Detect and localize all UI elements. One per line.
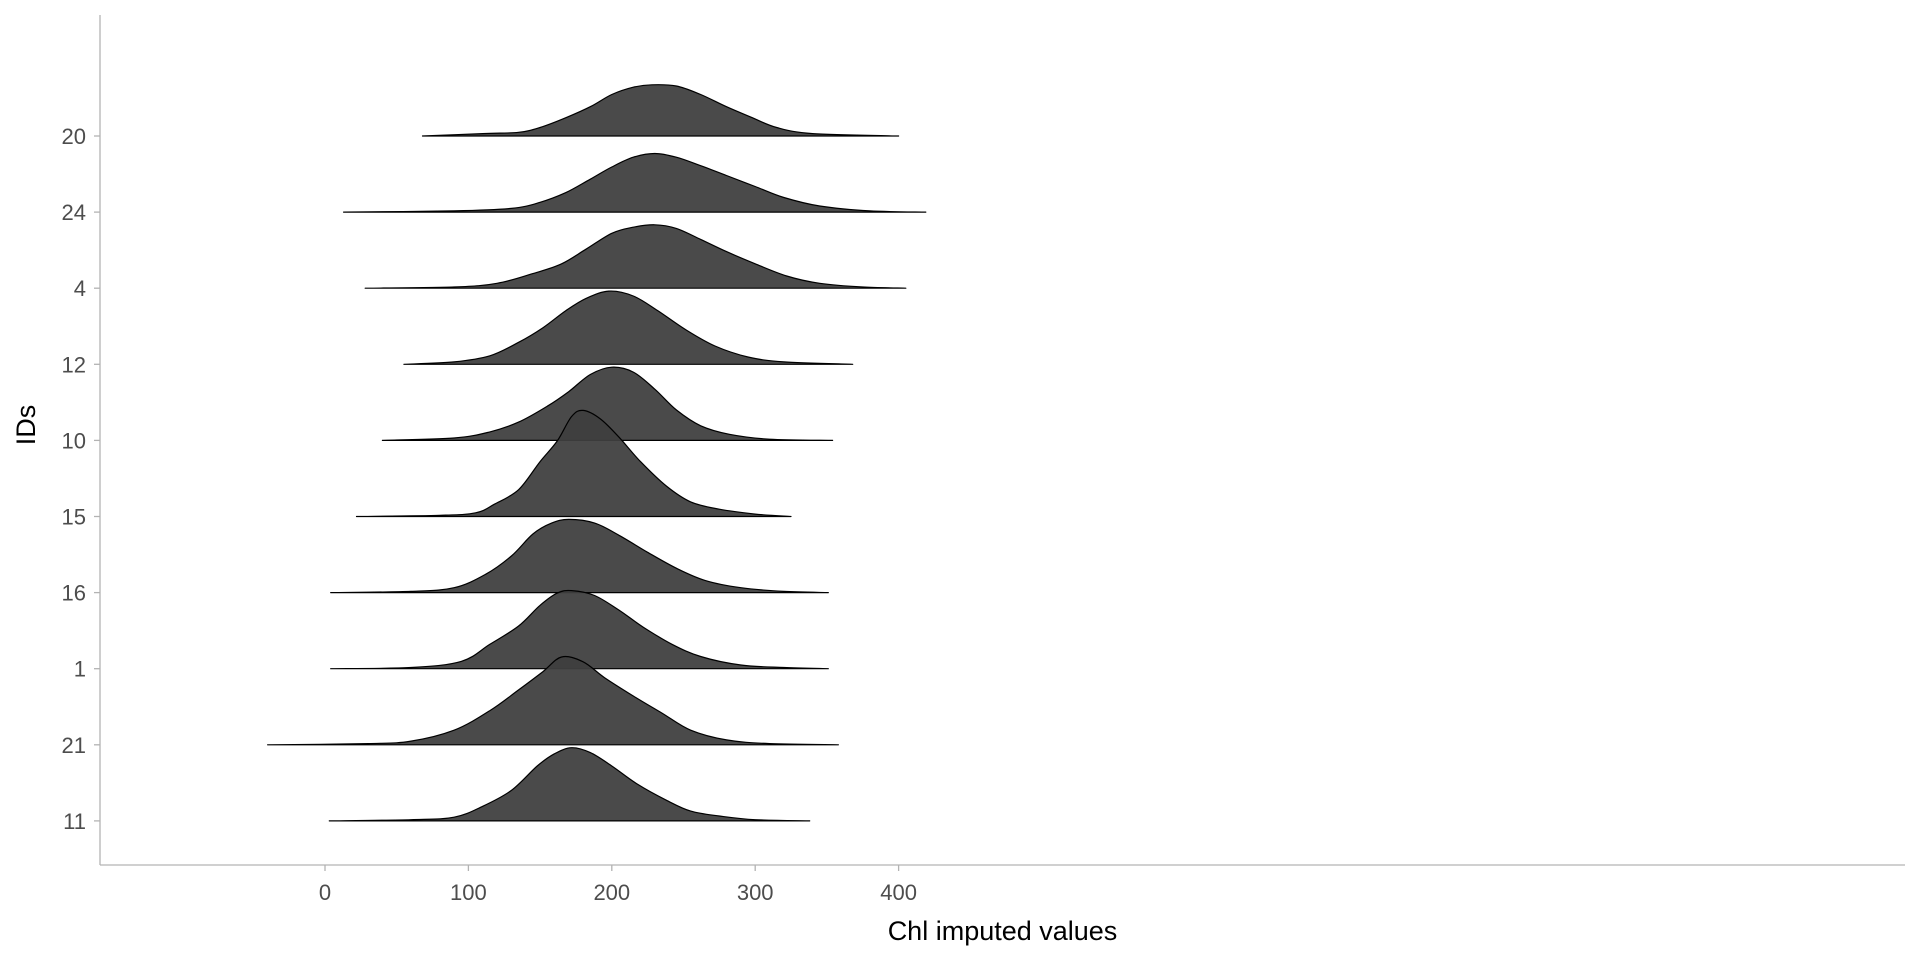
- ridge-1: [330, 589, 829, 670]
- y-tick-label-16: 16: [62, 581, 86, 606]
- y-tick-label-1: 1: [74, 657, 86, 682]
- ridge-24: [343, 152, 927, 213]
- y-tick-label-15: 15: [62, 505, 86, 530]
- ridge-12: [403, 290, 854, 365]
- ridge-21: [267, 655, 839, 746]
- y-axis-title: IDs: [11, 405, 41, 446]
- x-tick-label-0: 0: [319, 880, 331, 905]
- y-tick-label-20: 20: [62, 124, 86, 149]
- x-axis-ticks: 0 100 200 300 400: [319, 865, 917, 905]
- x-tick-label-200: 200: [593, 880, 630, 905]
- ridge-10: [381, 366, 834, 441]
- y-tick-label-24: 24: [62, 200, 86, 225]
- y-axis-ticks: 11 21 1 16 15 10 12 4 24 20: [62, 124, 100, 834]
- y-tick-label-21: 21: [62, 733, 86, 758]
- ridge-15: [355, 409, 792, 518]
- ridge-20: [421, 84, 900, 137]
- ridge-16: [330, 518, 829, 594]
- x-axis-title: Chl imputed values: [888, 916, 1118, 946]
- ridges-layer: [267, 84, 927, 822]
- y-tick-label-11: 11: [63, 809, 86, 834]
- y-tick-label-12: 12: [62, 352, 86, 377]
- x-tick-label-100: 100: [450, 880, 487, 905]
- x-tick-label-400: 400: [880, 880, 917, 905]
- y-tick-label-10: 10: [62, 428, 86, 453]
- ridge-11: [328, 747, 811, 822]
- x-tick-label-300: 300: [737, 880, 774, 905]
- y-tick-label-4: 4: [74, 276, 86, 301]
- ridge-4: [364, 224, 907, 289]
